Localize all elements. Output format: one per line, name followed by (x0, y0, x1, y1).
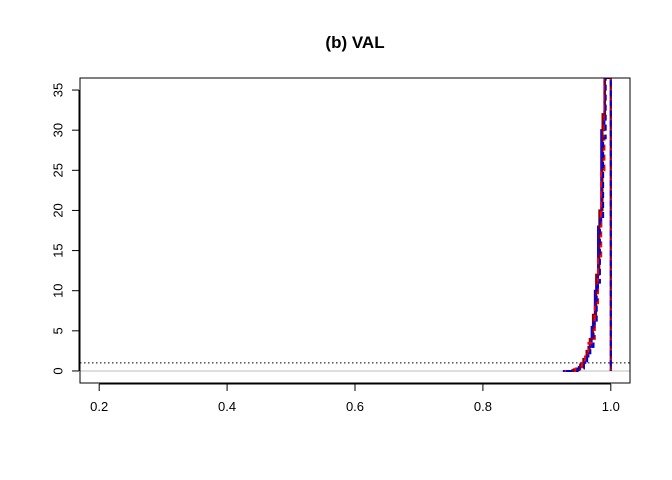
y-tick-label: 0 (51, 367, 66, 374)
x-tick-label: 1.0 (602, 399, 620, 414)
series-line-4 (566, 78, 612, 372)
x-tick-label: 0.2 (90, 399, 108, 414)
series-layer (562, 78, 612, 372)
y-tick-label: 15 (51, 243, 66, 257)
y-tick-label: 30 (51, 123, 66, 137)
x-tick-label: 0.6 (346, 399, 364, 414)
series-line-1 (562, 78, 612, 372)
y-tick-label: 10 (51, 283, 66, 297)
y-tick-label: 5 (51, 327, 66, 334)
x-tick-label: 0.8 (474, 399, 492, 414)
y-tick-label: 20 (51, 203, 66, 217)
reference-lines (80, 362, 630, 372)
series-line-3 (564, 78, 612, 372)
x-axis: 0.2 0.4 0.6 0.8 1.0 (90, 383, 620, 414)
y-tick-label: 35 (51, 83, 66, 97)
y-axis: 0 5 10 15 20 25 30 35 (51, 83, 80, 375)
x-tick-label: 0.4 (218, 399, 236, 414)
chart-title: (b) VAL (325, 33, 384, 52)
plot-frame (79, 77, 631, 384)
y-tick-label: 25 (51, 163, 66, 177)
